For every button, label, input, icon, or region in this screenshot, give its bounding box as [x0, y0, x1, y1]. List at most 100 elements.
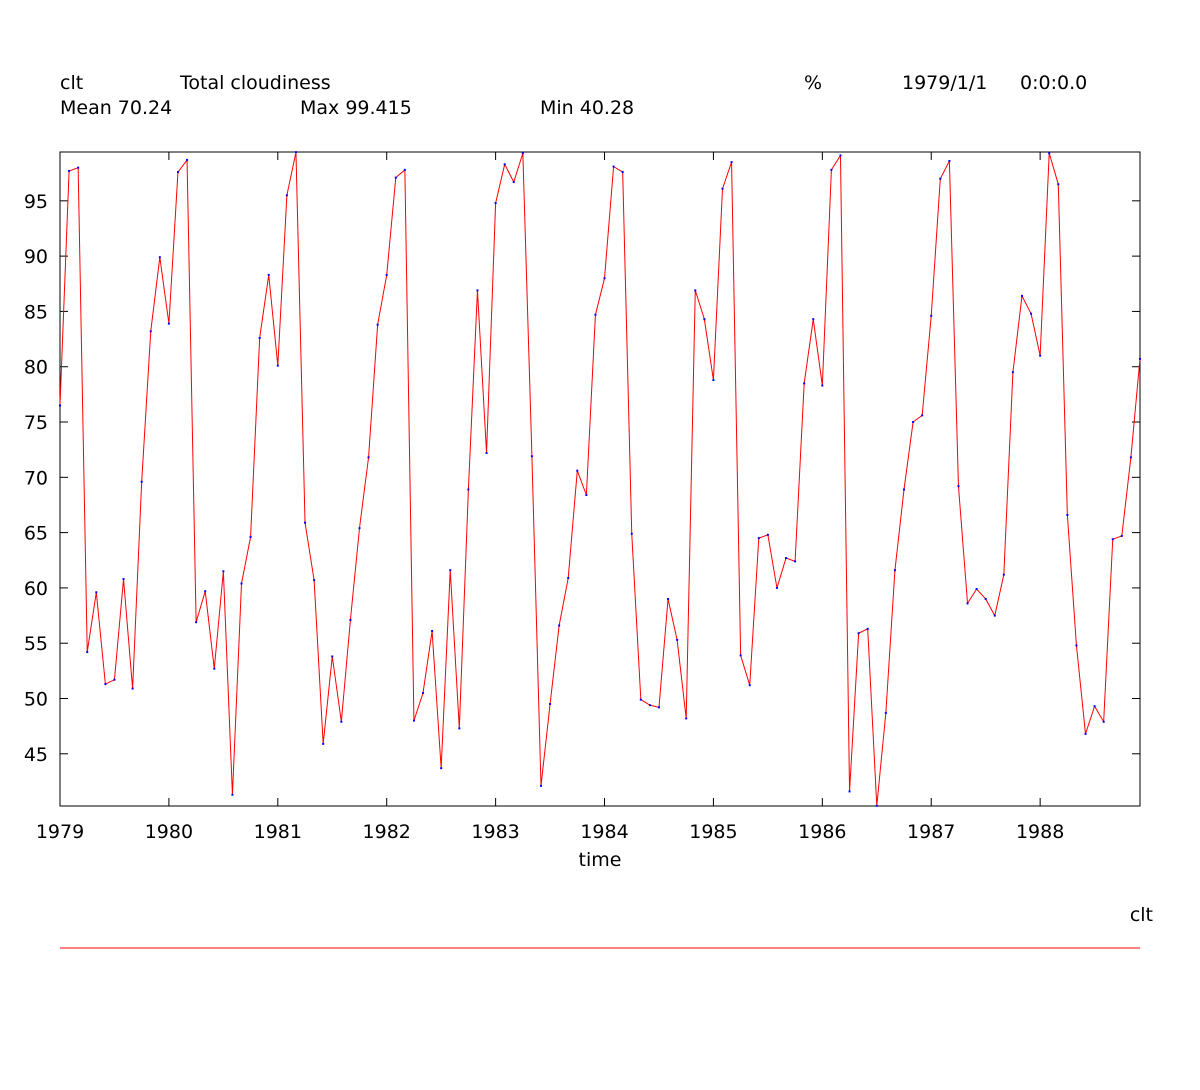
y-tick-label: 55 — [24, 633, 48, 655]
data-point — [821, 384, 824, 387]
data-point — [285, 194, 288, 197]
data-point — [476, 289, 479, 292]
data-point — [440, 767, 443, 770]
data-point — [422, 691, 425, 694]
data-point — [1020, 294, 1023, 297]
data-point — [412, 719, 415, 722]
data-point — [857, 632, 860, 635]
data-point — [812, 318, 815, 321]
data-point — [403, 168, 406, 171]
data-point — [993, 614, 996, 617]
data-point — [712, 378, 715, 381]
y-tick-label: 90 — [24, 246, 48, 268]
x-tick-label: 1987 — [907, 821, 955, 843]
data-point — [639, 698, 642, 701]
data-point — [1120, 534, 1123, 537]
data-point — [1075, 644, 1078, 647]
data-point — [839, 154, 842, 157]
y-tick-label: 65 — [24, 523, 48, 545]
data-point — [558, 624, 561, 627]
data-point — [149, 330, 152, 333]
data-point — [703, 318, 706, 321]
data-point — [186, 158, 189, 161]
data-point — [68, 169, 71, 172]
data-point — [948, 160, 951, 163]
min-label: Min 40.28 — [540, 97, 635, 119]
data-point — [676, 638, 679, 641]
data-point — [648, 704, 651, 707]
y-tick-label: 85 — [24, 301, 48, 323]
data-point — [748, 684, 751, 687]
data-point — [267, 273, 270, 276]
data-point — [775, 586, 778, 589]
data-point — [376, 323, 379, 326]
data-point — [231, 793, 234, 796]
data-point — [1129, 456, 1132, 459]
data-point — [385, 273, 388, 276]
data-point — [966, 602, 969, 605]
data-point — [77, 166, 80, 169]
data-point — [512, 181, 515, 184]
x-tick-label: 1983 — [471, 821, 519, 843]
variable-long-name: Total cloudiness — [180, 72, 331, 94]
data-point — [567, 576, 570, 579]
data-point — [621, 171, 624, 174]
data-point — [349, 618, 352, 621]
y-tick-label: 80 — [24, 357, 48, 379]
data-point — [1138, 357, 1141, 360]
data-point — [431, 630, 434, 633]
data-point — [113, 678, 116, 681]
data-point — [122, 578, 125, 581]
data-point — [240, 582, 243, 585]
data-point — [367, 456, 370, 459]
data-point — [957, 485, 960, 488]
series-line — [59, 152, 1141, 806]
data-point — [984, 597, 987, 600]
data-point — [921, 414, 924, 417]
data-point — [1066, 513, 1069, 516]
data-point — [1030, 312, 1033, 315]
data-point — [594, 313, 597, 316]
data-point — [213, 667, 216, 670]
units-label: % — [804, 72, 823, 94]
data-point — [485, 451, 488, 454]
y-tick-label: 95 — [24, 191, 48, 213]
data-point — [304, 521, 307, 524]
data-point — [394, 176, 397, 179]
data-point — [331, 655, 334, 658]
data-point — [539, 784, 542, 787]
data-point — [195, 621, 198, 624]
data-point — [530, 455, 533, 458]
data-point — [657, 706, 660, 709]
data-point — [848, 790, 851, 793]
data-point — [766, 533, 769, 536]
x-tick-label: 1986 — [798, 821, 846, 843]
data-point — [95, 591, 98, 594]
data-point — [467, 488, 470, 491]
date-label: 1979/1/1 — [902, 72, 988, 94]
x-tick-label: 1981 — [254, 821, 302, 843]
x-tick-label: 1979 — [36, 821, 84, 843]
data-point — [494, 202, 497, 205]
mean-label: Mean 70.24 — [60, 97, 173, 119]
data-point — [204, 590, 207, 593]
plot-frame — [59, 151, 1141, 807]
data-point — [1102, 720, 1105, 723]
data-point — [86, 651, 89, 654]
series-clt — [59, 151, 1141, 807]
data-point — [249, 536, 252, 539]
x-tick-label: 1982 — [363, 821, 411, 843]
data-point — [294, 151, 297, 154]
x-tick-label: 1980 — [145, 821, 193, 843]
data-point — [730, 161, 733, 164]
data-point — [276, 364, 279, 367]
data-point — [757, 537, 760, 540]
x-axis: 1979 1980 1981 1982 1983 1984 1985 1986 1987 1988 — [36, 152, 1064, 843]
data-point — [449, 569, 452, 572]
data-point — [340, 720, 343, 723]
y-tick-label: 60 — [24, 578, 48, 600]
y-tick-label: 45 — [24, 744, 48, 766]
y-tick-label: 70 — [24, 467, 48, 489]
data-point — [104, 683, 107, 686]
